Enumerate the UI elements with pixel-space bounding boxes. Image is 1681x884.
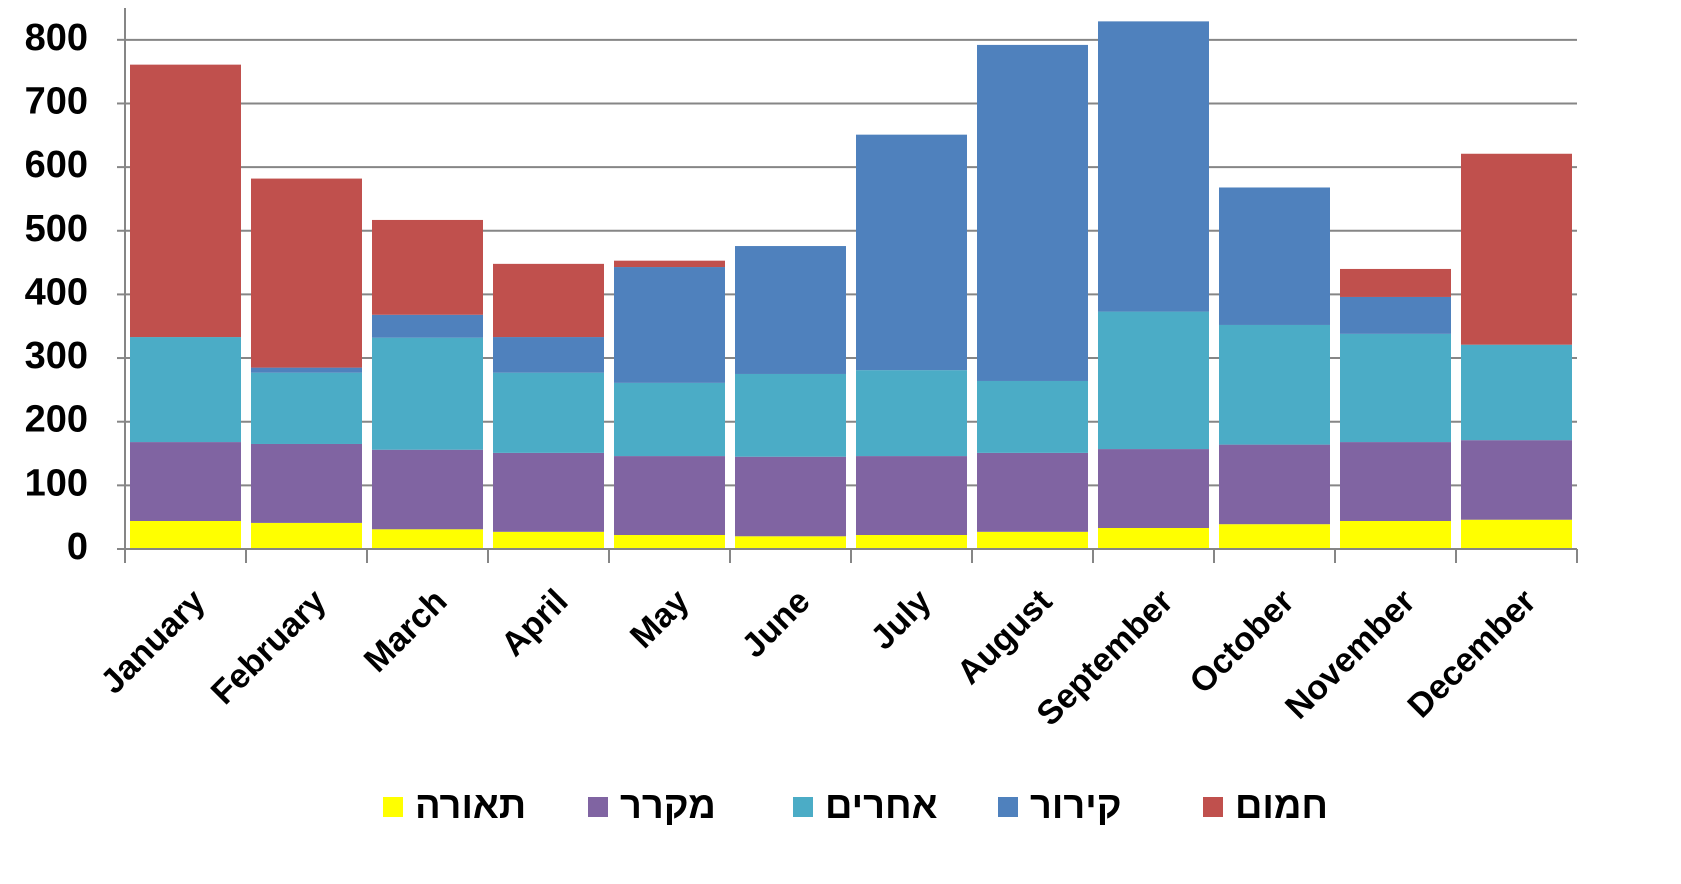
legend-swatch bbox=[793, 797, 813, 817]
legend-label: קירור bbox=[1030, 785, 1122, 827]
bar-segment bbox=[372, 337, 483, 450]
legend-label: אחרים bbox=[825, 785, 938, 827]
bar-segment bbox=[372, 529, 483, 549]
bar-segment bbox=[493, 531, 604, 549]
bar-segment bbox=[856, 534, 967, 549]
bar-segment bbox=[1461, 440, 1572, 520]
bar-segment bbox=[372, 449, 483, 530]
bar-segment bbox=[251, 443, 362, 523]
bar-segment bbox=[1219, 187, 1330, 325]
y-tick-label: 700 bbox=[25, 81, 88, 123]
bar-segment bbox=[1461, 519, 1572, 549]
bar-segment bbox=[614, 456, 725, 535]
bar-segment bbox=[614, 260, 725, 268]
x-tick-label: February bbox=[204, 582, 334, 712]
bar-segment bbox=[614, 382, 725, 457]
bar-segment bbox=[977, 44, 1088, 381]
x-tick-label: March bbox=[357, 582, 455, 680]
bar-segment bbox=[735, 456, 846, 537]
y-tick-label: 0 bbox=[67, 526, 88, 568]
x-tick-label: June bbox=[735, 582, 818, 665]
bar-segment bbox=[251, 372, 362, 444]
x-tick-label: January bbox=[93, 582, 212, 701]
bar-segment bbox=[493, 263, 604, 338]
bar-segment bbox=[1461, 153, 1572, 345]
bar-segment bbox=[130, 64, 241, 338]
bar-segment bbox=[1340, 333, 1451, 443]
x-tick-label: December bbox=[1400, 582, 1543, 725]
y-tick-label: 400 bbox=[25, 271, 88, 313]
bar-segment bbox=[1219, 324, 1330, 445]
bar-segment bbox=[856, 370, 967, 457]
bar-segment bbox=[1219, 444, 1330, 525]
bar-segment bbox=[372, 314, 483, 338]
legend-label: מקרר bbox=[620, 785, 716, 827]
y-tick-label: 600 bbox=[25, 144, 88, 186]
bar-segment bbox=[856, 456, 967, 535]
bar-segment bbox=[1098, 311, 1209, 450]
x-tick-label: October bbox=[1182, 582, 1301, 701]
bar-segment bbox=[1340, 520, 1451, 549]
bar-segment bbox=[735, 246, 846, 374]
y-tick-label: 100 bbox=[25, 462, 88, 504]
bar-segment bbox=[1098, 449, 1209, 528]
bar-segment bbox=[130, 337, 241, 443]
bar-segment bbox=[251, 522, 362, 549]
y-tick-label: 300 bbox=[25, 335, 88, 377]
bar-segment bbox=[735, 373, 846, 457]
bar-segment bbox=[493, 372, 604, 453]
bar-segment bbox=[977, 452, 1088, 532]
bar-segment bbox=[251, 178, 362, 368]
legend-swatch bbox=[588, 797, 608, 817]
legend-swatch bbox=[1203, 797, 1223, 817]
bar-segment bbox=[977, 531, 1088, 549]
bar-segment bbox=[977, 380, 1088, 453]
legend-swatch bbox=[383, 797, 403, 817]
bar-segment bbox=[1098, 21, 1209, 312]
x-tick-label: July bbox=[864, 582, 939, 657]
bar-segment bbox=[614, 267, 725, 383]
bar-segment bbox=[1098, 527, 1209, 549]
bar-segment bbox=[856, 134, 967, 371]
y-tick-label: 800 bbox=[25, 17, 88, 59]
bar-segment bbox=[1340, 268, 1451, 297]
x-tick-label: April bbox=[494, 582, 576, 664]
bar-segment bbox=[1461, 344, 1572, 441]
bar-segment bbox=[735, 536, 846, 549]
legend-label: תאורה bbox=[415, 785, 526, 827]
bar-segment bbox=[1340, 442, 1451, 521]
y-tick-label: 500 bbox=[25, 208, 88, 250]
x-tick-label: August bbox=[950, 582, 1060, 692]
legend-label: חמום bbox=[1235, 785, 1328, 827]
bar-segment bbox=[372, 219, 483, 315]
legend-swatch bbox=[998, 797, 1018, 817]
bar-segment bbox=[1340, 296, 1451, 334]
x-tick-label: May bbox=[623, 582, 697, 656]
x-tick-label: November bbox=[1278, 582, 1422, 726]
bar-segment bbox=[614, 534, 725, 549]
bar-segment bbox=[130, 442, 241, 521]
bar-segment bbox=[251, 367, 362, 373]
y-tick-label: 200 bbox=[25, 399, 88, 441]
bar-segment bbox=[493, 337, 604, 373]
bar-segment bbox=[493, 452, 604, 532]
bar-segment bbox=[1219, 524, 1330, 549]
bar-segment bbox=[130, 520, 241, 549]
